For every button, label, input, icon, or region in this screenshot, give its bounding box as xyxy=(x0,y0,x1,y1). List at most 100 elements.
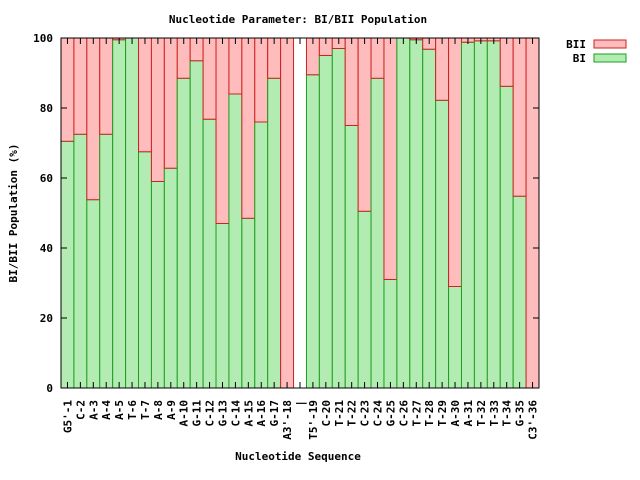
x-tick-label: C-23 xyxy=(359,400,372,427)
y-axis-label: BI/BII Population (%) xyxy=(7,143,20,282)
bar-bi-12 xyxy=(215,223,230,389)
x-tick-label: C-20 xyxy=(320,400,333,427)
bar-bii-30 xyxy=(448,37,462,287)
bar-bii-25 xyxy=(383,37,398,280)
x-tick-label: C-26 xyxy=(397,400,410,427)
bar-bii-14 xyxy=(241,37,256,219)
bar-bi-2 xyxy=(86,199,101,389)
bar-bi-20 xyxy=(318,55,333,389)
bar-bii-17 xyxy=(280,37,295,389)
bar-bii-3 xyxy=(99,37,114,135)
bar-bi-7 xyxy=(150,181,165,389)
bar-bi-15 xyxy=(254,121,269,389)
y-tick-label: 20 xyxy=(40,312,53,325)
x-tick-label: G-25 xyxy=(384,400,397,427)
legend-label-bii: BII xyxy=(566,38,586,51)
x-axis-label: Nucleotide Sequence xyxy=(235,450,361,463)
bars-group xyxy=(60,37,540,389)
bar-bii-0 xyxy=(60,37,75,142)
bar-bi-34 xyxy=(499,85,514,389)
bar-bii-36 xyxy=(525,37,540,389)
bar-bi-29 xyxy=(435,99,450,389)
x-tick-label: T-22 xyxy=(346,400,359,427)
bar-bii-34 xyxy=(499,37,514,87)
bar-bi-24 xyxy=(370,77,385,389)
bar-bii-9 xyxy=(176,37,191,79)
bar-bi-5 xyxy=(125,37,140,389)
bar-bii-15 xyxy=(254,37,269,123)
x-tick-label: G-17 xyxy=(268,400,281,427)
bar-bi-28 xyxy=(422,48,437,389)
legend-label-bi: BI xyxy=(573,52,586,65)
x-tick-label: G-11 xyxy=(191,400,204,427)
bar-bii-22 xyxy=(344,37,359,126)
x-tick-label: T-21 xyxy=(333,400,346,427)
bar-bi-8 xyxy=(163,167,178,389)
x-tick-label: A-8 xyxy=(152,400,165,420)
bar-bi-16 xyxy=(267,77,282,389)
bar-bi-3 xyxy=(99,133,114,389)
bar-bi-31 xyxy=(460,41,475,389)
bar-bi-33 xyxy=(486,40,501,389)
x-tick-label: A3'-18 xyxy=(281,400,294,440)
bar-bi-32 xyxy=(473,40,488,389)
bar-bi-25 xyxy=(383,279,398,389)
bar-bi-10 xyxy=(189,60,204,389)
x-tick-label: A-16 xyxy=(255,400,268,427)
bar-bii-8 xyxy=(163,37,178,169)
bar-bi-35 xyxy=(512,195,527,389)
x-tick-label: C-24 xyxy=(372,400,385,427)
y-tick-label: 60 xyxy=(40,172,53,185)
x-tick-label: T-33 xyxy=(488,400,501,427)
x-tick-label: C3'-36 xyxy=(527,400,540,440)
bar-bi-19 xyxy=(305,74,320,389)
bar-bi-27 xyxy=(409,39,424,389)
x-tick-label: G5'-1 xyxy=(61,400,74,433)
legend-swatch-bii xyxy=(593,39,627,49)
bar-bii-11 xyxy=(202,37,217,120)
bar-bi-30 xyxy=(448,286,462,389)
bar-bii-35 xyxy=(512,37,527,197)
x-tick-label: A-10 xyxy=(178,400,191,427)
bar-bi-23 xyxy=(357,210,372,389)
x-tick-label: G-35 xyxy=(514,400,527,427)
y-axis: 0 20 40 60 80 100 xyxy=(33,32,539,395)
x-tick-label: C-12 xyxy=(204,400,217,427)
x-tick-label: G-13 xyxy=(216,400,229,427)
bar-bii-2 xyxy=(86,37,101,201)
x-tick-label: A-5 xyxy=(113,400,126,420)
x-tick-label: A-31 xyxy=(462,400,475,427)
x-tick-label: T-28 xyxy=(423,400,436,427)
x-tick-label: T-29 xyxy=(436,400,449,427)
x-tick-label: T-34 xyxy=(501,400,514,427)
x-axis: G5'-1 C-2 A-3 A-4 A-5 T-6 T-7 A-8 A-9 A-10 G-11 C-1… xyxy=(61,38,540,440)
legend-swatch-bi xyxy=(593,53,627,63)
y-tick-label: 100 xyxy=(33,32,53,45)
x-tick-label: C-2 xyxy=(74,400,87,420)
x-tick-label: A-4 xyxy=(100,400,113,420)
bar-bii-13 xyxy=(228,37,243,95)
y-tick-label: 0 xyxy=(46,382,53,395)
bar-bii-6 xyxy=(138,37,152,153)
bar-bii-16 xyxy=(267,37,282,79)
x-tick-label: T-27 xyxy=(410,400,423,427)
x-tick-label: A-3 xyxy=(87,400,100,420)
bar-bi-4 xyxy=(112,39,127,389)
bar-bi-6 xyxy=(138,151,152,389)
x-tick-label: A-15 xyxy=(242,400,255,427)
bar-bi-11 xyxy=(202,118,217,389)
bar-bi-14 xyxy=(241,217,256,389)
y-tick-label: 80 xyxy=(40,102,53,115)
bar-bii-23 xyxy=(357,37,372,212)
bar-bi-21 xyxy=(331,48,346,389)
x-tick-label: | xyxy=(294,400,307,407)
x-tick-label: A-9 xyxy=(165,400,178,420)
chart-title: Nucleotide Parameter: BI/BII Population xyxy=(169,13,427,26)
y-tick-label: 40 xyxy=(40,242,53,255)
bar-bi-22 xyxy=(344,125,359,389)
x-tick-label: A-30 xyxy=(449,400,462,427)
bar-bi-13 xyxy=(228,93,243,389)
bar-bii-7 xyxy=(150,37,165,182)
